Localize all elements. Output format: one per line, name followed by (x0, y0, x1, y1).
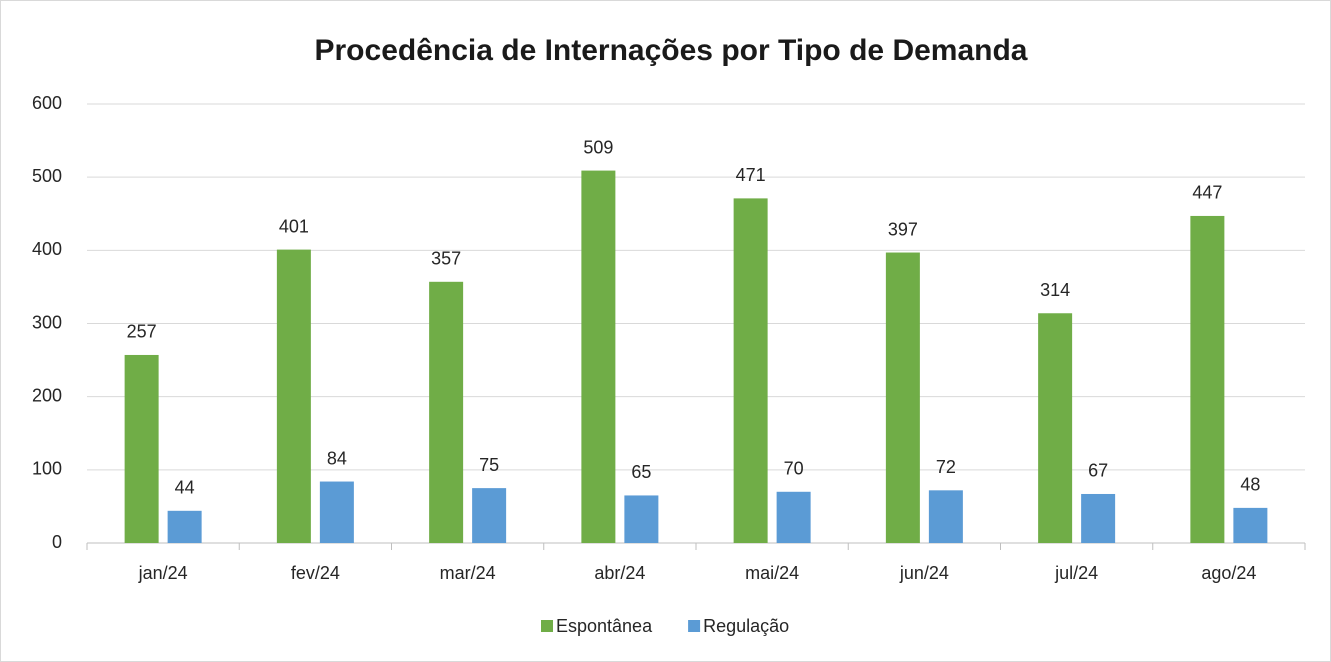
data-label: 471 (736, 165, 766, 185)
data-label: 357 (431, 249, 461, 269)
legend-swatch (688, 620, 701, 632)
bar (776, 491, 811, 543)
bar (733, 198, 768, 543)
bar (167, 510, 202, 543)
data-label: 314 (1040, 280, 1070, 300)
bar (928, 490, 963, 543)
y-tick-label: 400 (32, 239, 62, 259)
data-label: 65 (631, 462, 651, 482)
data-label: 84 (327, 448, 347, 468)
y-tick-label: 300 (32, 312, 62, 332)
y-tick-label: 0 (52, 532, 62, 552)
bar (581, 170, 616, 543)
data-label: 257 (127, 322, 157, 342)
data-label: 44 (175, 478, 195, 498)
y-tick-label: 500 (32, 166, 62, 186)
legend-label: Regulação (703, 616, 789, 636)
x-tick-label: ago/24 (1201, 563, 1256, 583)
x-tick-label: jan/24 (138, 563, 188, 583)
chart-title: Procedência de Internações por Tipo de D… (315, 34, 1028, 67)
bar (624, 495, 659, 543)
x-tick-label: abr/24 (594, 563, 645, 583)
y-tick-label: 200 (32, 385, 62, 405)
x-tick-label: jul/24 (1054, 563, 1098, 583)
data-label: 401 (279, 216, 309, 236)
x-tick-label: mai/24 (745, 563, 799, 583)
bar (885, 252, 920, 544)
data-label: 509 (583, 137, 613, 157)
bar (472, 488, 507, 543)
x-tick-label: jun/24 (899, 563, 949, 583)
bar (429, 281, 464, 543)
legend-label: Espontânea (556, 616, 653, 636)
bar (319, 481, 354, 543)
bar (1081, 493, 1116, 543)
bar (1190, 215, 1225, 543)
bar (1038, 313, 1073, 543)
data-label: 397 (888, 219, 918, 239)
legend-swatch (541, 620, 553, 632)
data-label: 67 (1088, 461, 1108, 481)
data-label: 75 (479, 455, 499, 475)
x-tick-label: fev/24 (291, 563, 340, 583)
data-label: 72 (936, 457, 956, 477)
bar (276, 249, 311, 543)
data-label: 447 (1192, 183, 1222, 203)
x-tick-label: mar/24 (440, 563, 496, 583)
data-label: 70 (784, 459, 804, 479)
y-tick-label: 100 (32, 459, 62, 479)
y-tick-label: 600 (32, 93, 62, 113)
data-label: 48 (1240, 475, 1260, 495)
bar (124, 354, 159, 543)
bar (1233, 507, 1268, 543)
